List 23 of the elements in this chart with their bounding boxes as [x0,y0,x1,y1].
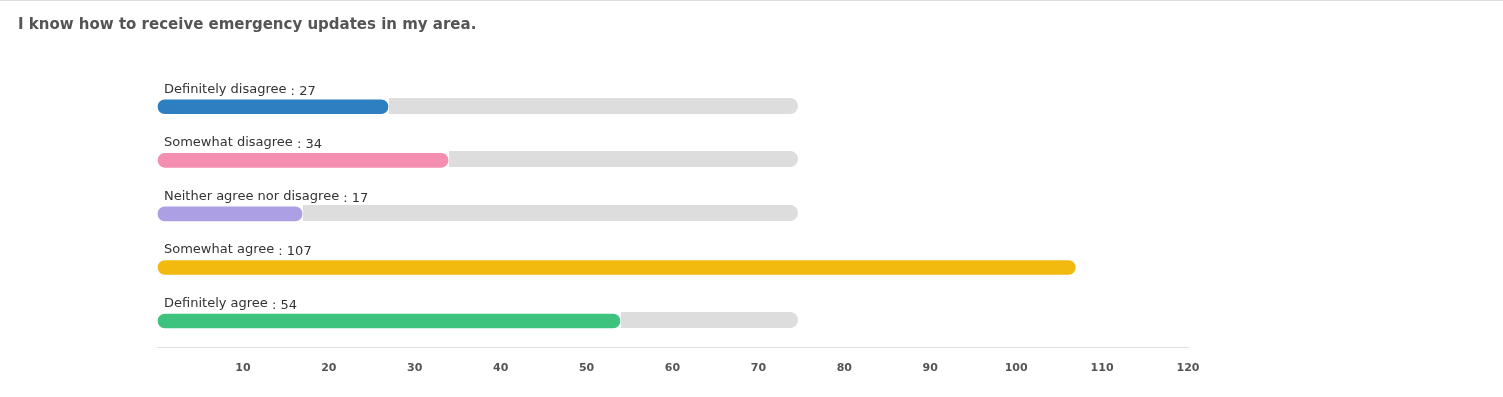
x-tick-label: 90 [922,361,939,375]
data-label: : 27 [290,82,316,98]
x-tick-label: 20 [321,361,337,375]
x-tick-label: 80 [836,361,853,375]
data-label: : 107 [278,243,312,259]
data-label: : 34 [296,136,323,152]
x-tick-label: 30 [407,361,423,375]
y-tick-label: Somewhat agree [164,241,275,257]
data-label: : 54 [271,297,298,313]
x-tick-label: 70 [750,361,767,375]
x-tick-label: 10 [235,361,251,375]
x-tick-label: 60 [664,361,681,375]
y-tick-label: Definitely disagree [164,80,287,96]
y-tick-label: Somewhat disagree [164,134,293,150]
x-tick-label: 50 [578,361,595,375]
x-tick-label: 40 [493,361,509,375]
y-tick-label: Definitely agree [164,295,268,311]
y-tick-label: Neither agree nor disagree [164,187,340,203]
data-label: : 17 [343,189,369,205]
x-tick-label: 110 [1090,361,1114,375]
x-tick-label: 100 [1004,361,1028,375]
x-tick-label: 120 [1176,361,1200,375]
chart-title: I know how to receive emergency updates in my area. [18,15,477,33]
